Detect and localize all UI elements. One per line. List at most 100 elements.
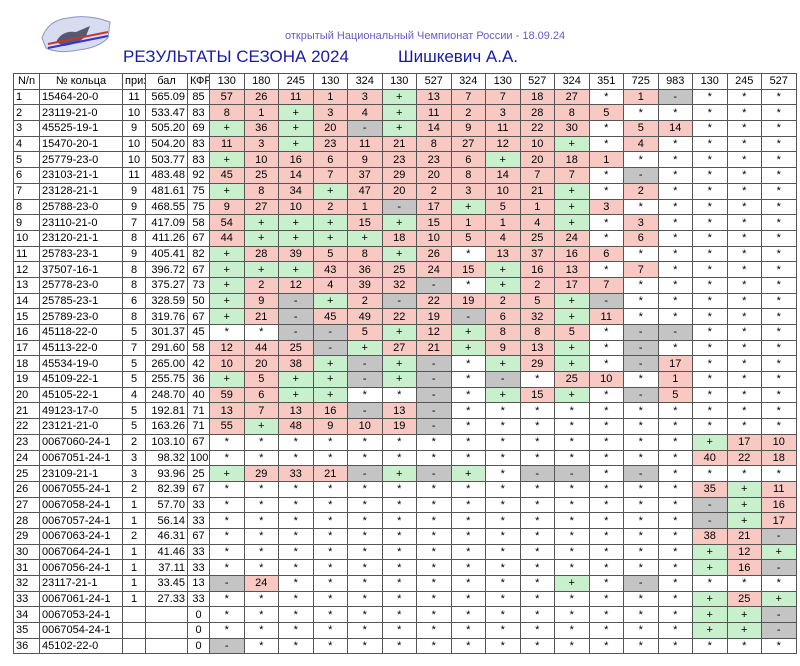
table-cell: 24 bbox=[554, 229, 590, 247]
table-row: 17 45113-22-0 7 291.60 58 12 44 25- +27 21 +9 13 + * -… bbox=[13, 339, 797, 357]
column-header: 180 bbox=[243, 73, 279, 90]
column-header: 324 bbox=[450, 73, 486, 90]
table-cell: * bbox=[554, 433, 590, 451]
table-cell: * bbox=[416, 480, 452, 498]
table-cell: 40 bbox=[692, 449, 728, 467]
table-cell: 8 bbox=[13, 198, 40, 216]
table-row: 4 15470-20-1 10 504.20 83 11 3 +23 11 21 8 27 12 10 + *… bbox=[13, 135, 797, 153]
table-cell: + bbox=[761, 590, 797, 608]
table-cell: 21 bbox=[726, 527, 762, 545]
table-cell: * bbox=[588, 449, 624, 467]
table-cell: 40 bbox=[187, 386, 210, 404]
table-cell: 0067064-24-1 bbox=[39, 543, 123, 561]
table-cell: - bbox=[623, 167, 659, 184]
table-cell: 14 bbox=[657, 120, 693, 137]
table-cell: 9 bbox=[450, 120, 486, 137]
table-cell: * bbox=[519, 622, 555, 639]
table-cell bbox=[145, 606, 188, 624]
table-cell: 9 bbox=[209, 198, 245, 216]
table-cell: 16 bbox=[726, 559, 762, 576]
table-cell: * bbox=[726, 182, 762, 200]
table-cell: * bbox=[450, 496, 486, 514]
table-cell: * bbox=[450, 276, 486, 294]
table-cell: + bbox=[554, 214, 590, 231]
table-cell: + bbox=[381, 120, 417, 137]
table-cell: * bbox=[381, 496, 417, 514]
table-cell: + bbox=[209, 308, 245, 325]
table-cell: 417.09 bbox=[145, 214, 188, 231]
table-cell: * bbox=[692, 135, 728, 153]
table-cell: * bbox=[209, 606, 245, 624]
table-cell: 25789-23-0 bbox=[39, 308, 123, 325]
table-cell: * bbox=[554, 402, 590, 420]
table-cell: * bbox=[450, 527, 486, 545]
table-cell: * bbox=[761, 371, 797, 388]
table-cell: 23 bbox=[381, 151, 417, 169]
table-cell: 16 bbox=[761, 496, 797, 514]
table-cell: * bbox=[381, 637, 417, 655]
table-cell: 23109-21-1 bbox=[39, 465, 123, 482]
table-cell: * bbox=[623, 543, 659, 561]
table-cell: 33 bbox=[187, 496, 210, 514]
table-cell: + bbox=[278, 371, 314, 388]
table-cell: 26 bbox=[416, 245, 452, 263]
table-cell: 3 bbox=[623, 214, 659, 231]
table-cell: + bbox=[209, 151, 245, 169]
table-cell: * bbox=[450, 637, 486, 655]
table-cell: 0067060-24-1 bbox=[39, 433, 123, 451]
column-header: 725 bbox=[623, 73, 659, 90]
table-cell: + bbox=[243, 214, 279, 231]
table-cell: 33.45 bbox=[145, 575, 188, 592]
table-cell: 21 bbox=[416, 339, 452, 357]
table-cell: 10 bbox=[761, 433, 797, 451]
table-cell: + bbox=[312, 355, 348, 373]
column-header: 130 bbox=[312, 73, 348, 90]
table-cell: 1 bbox=[450, 214, 486, 231]
table-cell: 45118-22-0 bbox=[39, 324, 123, 341]
table-cell: * bbox=[726, 276, 762, 294]
table-cell: + bbox=[726, 512, 762, 529]
table-cell: * bbox=[726, 135, 762, 153]
table-cell: * bbox=[726, 198, 762, 216]
table-cell: * bbox=[278, 606, 314, 624]
table-cell: * bbox=[726, 214, 762, 231]
table-cell: * bbox=[588, 167, 624, 184]
table-cell: 14 bbox=[485, 167, 521, 184]
table-cell: * bbox=[623, 527, 659, 545]
table-cell: 2 bbox=[485, 292, 521, 310]
table-cell: + bbox=[485, 276, 521, 294]
table-cell: * bbox=[623, 449, 659, 467]
table-cell: * bbox=[209, 622, 245, 639]
table-cell: * bbox=[692, 402, 728, 420]
table-cell: 6 bbox=[588, 245, 624, 263]
table-cell: * bbox=[761, 308, 797, 325]
table-cell: + bbox=[726, 480, 762, 498]
table-cell: 5 bbox=[623, 120, 659, 137]
table-cell: * bbox=[726, 386, 762, 404]
table-cell: * bbox=[657, 449, 693, 467]
table-cell: * bbox=[485, 637, 521, 655]
table-cell: 32 bbox=[381, 276, 417, 294]
subtitle: открытый Национальный Чемпионат России -… bbox=[285, 30, 566, 42]
table-cell: 6 bbox=[243, 386, 279, 404]
table-cell: + bbox=[243, 418, 279, 435]
table-cell: 20 bbox=[13, 386, 40, 404]
table-cell: * bbox=[416, 559, 452, 576]
table-cell: + bbox=[450, 465, 486, 482]
table-cell: * bbox=[657, 418, 693, 435]
table-cell: * bbox=[761, 88, 797, 106]
table-cell bbox=[122, 622, 146, 639]
table-cell: + bbox=[554, 182, 590, 200]
table-cell: 103.10 bbox=[145, 433, 188, 451]
table-cell: * bbox=[657, 135, 693, 153]
column-header: 130 bbox=[485, 73, 521, 90]
table-cell: 57.70 bbox=[145, 496, 188, 514]
table-cell: 15 bbox=[13, 308, 40, 325]
table-cell: 21 bbox=[243, 308, 279, 325]
table-cell: 20 bbox=[243, 355, 279, 373]
table-cell: 47 bbox=[347, 182, 383, 200]
table-cell: 44 bbox=[243, 339, 279, 357]
table-cell: 24 bbox=[416, 261, 452, 278]
table-cell: - bbox=[623, 324, 659, 341]
